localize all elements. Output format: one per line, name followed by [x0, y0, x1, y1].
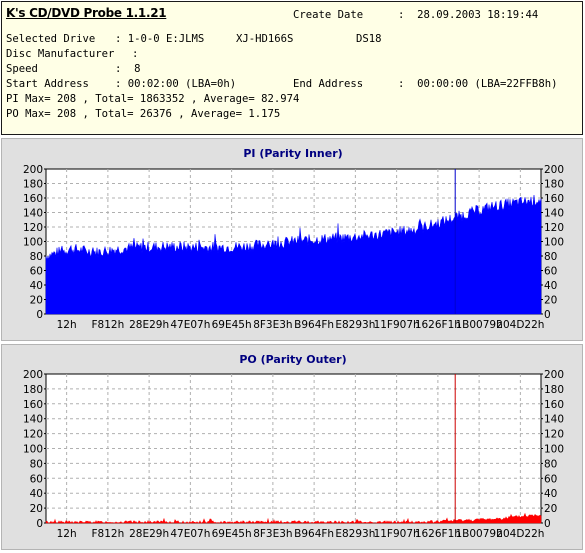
- pi-ytick-right: 120: [544, 222, 564, 234]
- pi-xtick-label: 1626F1h: [415, 319, 461, 331]
- disc-manufacturer-label: Disc Manufacturer: [6, 48, 115, 60]
- start-address-label: Start Address: [6, 78, 89, 90]
- po-xtick-label: 1626F1h: [415, 528, 461, 540]
- po-ytick-right: 180: [544, 384, 564, 396]
- pi-ytick-right: 160: [544, 193, 564, 205]
- po-ytick-left: 80: [30, 458, 43, 470]
- selected-drive-label: Selected Drive: [6, 33, 96, 45]
- po-ytick-left: 100: [23, 444, 43, 456]
- po-ytick-left: 60: [30, 473, 43, 485]
- pi-xtick-label: 8F3E3h: [253, 319, 292, 331]
- pi-ytick-right: 0: [544, 309, 551, 321]
- po-ytick-left: 200: [23, 369, 43, 381]
- pi-ytick-right: 180: [544, 179, 564, 191]
- po-ytick-right: 60: [544, 473, 557, 485]
- po-ytick-left: 160: [23, 399, 43, 411]
- po-ytick-right: 120: [544, 429, 564, 441]
- pi-xtick-label: 11F907h: [374, 319, 420, 331]
- pi-chart-panel: PI (Parity Inner) 0 20 40 60 80 100 120 140 160 1…: [1, 138, 583, 341]
- po-ytick-right: 40: [544, 488, 557, 500]
- create-date-label: Create Date: [293, 9, 364, 21]
- po-xtick-label: 69E45h: [212, 528, 252, 540]
- pi-xtick-label: 69E45h: [212, 319, 252, 331]
- po-xtick-label: 47E07h: [170, 528, 210, 540]
- pi-ytick-left: 40: [30, 280, 43, 292]
- pi-ytick-right: 40: [544, 280, 557, 292]
- pi-ytick-left: 140: [23, 208, 43, 220]
- pi-xtick-label: 12h: [57, 319, 77, 331]
- po-xtick-label: 204D22h: [496, 528, 544, 540]
- pi-ytick-left: 60: [30, 266, 43, 278]
- app-title: K's CD/DVD Probe 1.1.21: [6, 6, 167, 20]
- disc-manufacturer-value: :: [132, 48, 139, 60]
- drive-firmware: DS18: [356, 33, 382, 45]
- pi-ytick-left: 160: [23, 193, 43, 205]
- selected-drive-value: : 1-0-0 E:JLMS: [115, 33, 205, 45]
- pi-ytick-left: 100: [23, 237, 43, 249]
- pi-series-area: [45, 194, 542, 315]
- pi-ytick-left: 180: [23, 179, 43, 191]
- pi-ytick-right: 20: [544, 295, 557, 307]
- po-ytick-right: 20: [544, 503, 557, 515]
- po-series-area: [45, 512, 542, 524]
- create-date-value: : 28.09.2003 18:19:44: [398, 9, 539, 21]
- pi-ytick-right: 200: [544, 164, 564, 176]
- pi-ytick-right: 100: [544, 237, 564, 249]
- pi-ytick-right: 80: [544, 251, 557, 263]
- pi-chart-title: PI (Parity Inner): [243, 147, 342, 160]
- po-ytick-right: 100: [544, 444, 564, 456]
- start-address-value: : 00:02:00 (LBA=0h): [115, 78, 237, 90]
- pi-xtick-label: 28E29h: [129, 319, 169, 331]
- po-summary: PO Max= 208 , Total= 26376 , Average= 1.…: [6, 108, 281, 120]
- po-xtick-label: F812h: [92, 528, 125, 540]
- po-ytick-left: 40: [30, 488, 43, 500]
- pi-ytick-left: 80: [30, 251, 43, 263]
- po-ytick-right: 80: [544, 458, 557, 470]
- pi-ytick-left: 200: [23, 164, 43, 176]
- pi-chart: PI (Parity Inner) 0 20 40 60 80 100 120 140 160 1…: [23, 147, 564, 331]
- pi-ytick-left: 120: [23, 222, 43, 234]
- po-ytick-right: 0: [544, 518, 551, 530]
- po-xtick-label: 12h: [57, 528, 77, 540]
- po-chart-panel: PO (Parity Outer) 0 20 40 60 80 100 120 140 160 1…: [1, 344, 583, 550]
- po-chart-title: PO (Parity Outer): [239, 353, 346, 366]
- po-xtick-label: B964Fh: [294, 528, 334, 540]
- speed-label: Speed: [6, 63, 38, 75]
- po-ytick-right: 160: [544, 399, 564, 411]
- po-ytick-left: 180: [23, 384, 43, 396]
- pi-xtick-label: 47E07h: [170, 319, 210, 331]
- po-xtick-label: 28E29h: [129, 528, 169, 540]
- pi-ytick-left: 0: [36, 309, 43, 321]
- pi-ytick-left: 20: [30, 295, 43, 307]
- pi-ytick-right: 60: [544, 266, 557, 278]
- po-ytick-right: 140: [544, 414, 564, 426]
- info-header: K's CD/DVD Probe 1.1.21 Create Date : 28…: [1, 1, 583, 135]
- po-xtick-label: 11F907h: [374, 528, 420, 540]
- pi-xtick-label: E8293h: [335, 319, 375, 331]
- po-ytick-right: 200: [544, 369, 564, 381]
- po-xtick-label: 1B0079h: [455, 528, 502, 540]
- pi-xtick-label: 1B0079h: [455, 319, 502, 331]
- pi-ytick-right: 140: [544, 208, 564, 220]
- end-address-value: : 00:00:00 (LBA=22FFB8h): [398, 78, 558, 90]
- speed-value: : 8: [115, 63, 141, 75]
- po-ytick-left: 120: [23, 429, 43, 441]
- po-ytick-left: 140: [23, 414, 43, 426]
- po-xtick-label: E8293h: [335, 528, 375, 540]
- pi-xtick-label: 204D22h: [496, 319, 544, 331]
- drive-model: XJ-HD166S: [236, 33, 294, 45]
- po-ytick-left: 0: [36, 518, 43, 530]
- pi-summary: PI Max= 208 , Total= 1863352 , Average= …: [6, 93, 300, 105]
- po-chart: PO (Parity Outer) 0 20 40 60 80 100 120 140 160 1…: [23, 353, 564, 540]
- po-ytick-left: 20: [30, 503, 43, 515]
- end-address-label: End Address: [293, 78, 364, 90]
- pi-xtick-label: F812h: [92, 319, 125, 331]
- po-xtick-label: 8F3E3h: [253, 528, 292, 540]
- pi-xtick-label: B964Fh: [294, 319, 334, 331]
